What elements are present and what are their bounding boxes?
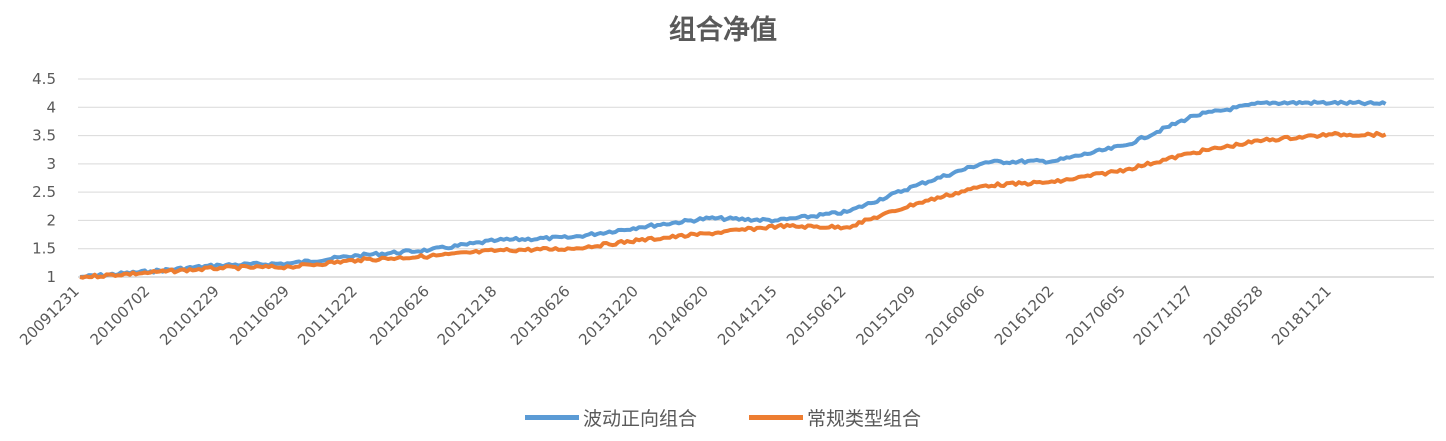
- y-tick-label: 3.5: [32, 127, 56, 145]
- y-tick-label: 4.5: [32, 70, 56, 88]
- x-tick-label: 20131220: [575, 282, 642, 349]
- x-tick-label: 20140620: [645, 282, 712, 349]
- x-tick-label: 20160606: [922, 282, 989, 349]
- y-tick-label: 2.5: [32, 183, 56, 201]
- y-tick-label: 2: [46, 211, 56, 229]
- legend-label-series-1: 波动正向组合: [582, 408, 697, 430]
- x-tick-label: 20130626: [507, 282, 574, 349]
- x-tick-label: 20110629: [226, 282, 293, 349]
- x-tick-label: 20180528: [1200, 282, 1267, 349]
- legend-swatch-series-1: [524, 415, 579, 420]
- x-tick-label: 20170605: [1062, 282, 1129, 349]
- x-tick-label: 20181121: [1268, 282, 1335, 349]
- x-tick-label: 20171127: [1130, 282, 1197, 349]
- legend-label-series-2: 常规类型组合: [807, 408, 922, 430]
- y-tick-label: 3: [46, 155, 56, 173]
- y-axis-ticks: 1 1.5 2 2.5 3 3.5 4 4.5: [32, 70, 56, 286]
- x-axis-ticks: 20091231 20100702 20101229 20110629 20111222…: [16, 282, 1335, 349]
- series-line-2: [79, 130, 1387, 280]
- x-tick-label: 20141215: [714, 282, 781, 349]
- x-tick-label: 20111222: [294, 282, 361, 349]
- x-tick-label: 20121218: [434, 282, 501, 349]
- legend-swatch-series-2: [749, 415, 803, 420]
- series-lines: [79, 99, 1387, 280]
- chart-title: 组合净值: [669, 15, 777, 46]
- y-tick-label: 4: [46, 98, 56, 116]
- x-tick-label: 20101229: [156, 282, 223, 349]
- x-tick-label: 20151209: [852, 282, 919, 349]
- x-tick-label: 20100702: [87, 282, 154, 349]
- x-tick-label: 20161202: [991, 282, 1058, 349]
- x-tick-label: 20091231: [16, 282, 83, 349]
- x-tick-label: 20150612: [783, 282, 850, 349]
- legend: 波动正向组合 常规类型组合: [0, 404, 1446, 431]
- y-tick-label: 1.5: [32, 240, 56, 258]
- x-tick-label: 20120626: [366, 282, 433, 349]
- y-tick-label: 1: [46, 268, 56, 286]
- legend-item-series-2: 常规类型组合: [749, 404, 921, 431]
- series-line-1: [79, 99, 1387, 279]
- legend-item-series-1: 波动正向组合: [524, 404, 697, 431]
